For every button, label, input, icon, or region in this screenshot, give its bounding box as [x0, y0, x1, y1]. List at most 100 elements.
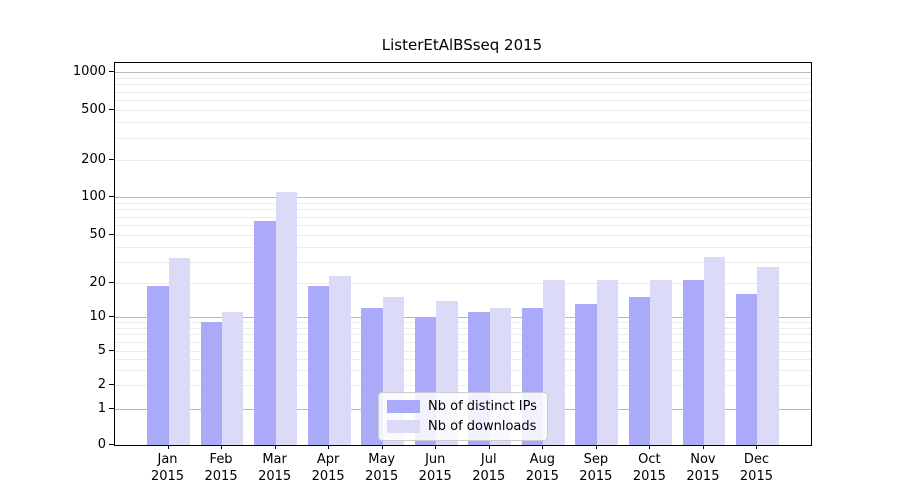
bar-downloads-mar — [275, 191, 298, 445]
gridline-minor — [115, 342, 811, 344]
y-tick-label: 0 — [97, 437, 106, 452]
gridline-minor — [115, 235, 811, 236]
x-tick-year: 2015 — [579, 469, 613, 484]
gridline-minor — [115, 327, 811, 329]
x-tick-mark — [595, 445, 597, 449]
x-tick-year: 2015 — [632, 469, 666, 484]
y-tick-mark — [109, 350, 114, 351]
x-tick-month: Mar — [262, 452, 287, 467]
gridline-minor — [115, 369, 811, 371]
plot-area: Nb of distinct IPs Nb of downloads — [114, 62, 812, 446]
legend: Nb of distinct IPs Nb of downloads — [378, 392, 548, 441]
x-tick-month: Apr — [316, 452, 340, 467]
gridline-minor — [115, 385, 811, 386]
bar-distinct-ips-oct — [628, 297, 651, 445]
y-tick-label: 500 — [81, 102, 106, 117]
gridline-major — [115, 197, 811, 198]
gridline-minor — [115, 322, 811, 324]
gridline-minor — [115, 261, 811, 263]
x-tick-mark — [381, 445, 383, 449]
bar-distinct-ips-dec — [736, 293, 758, 445]
bar-distinct-ips-apr — [307, 285, 330, 445]
y-tick-mark — [109, 316, 114, 317]
x-tick-mark — [756, 445, 758, 449]
x-tick-year: 2015 — [686, 469, 720, 484]
bar-downloads-sep — [596, 280, 619, 445]
bar-downloads-nov — [703, 256, 726, 445]
bar-downloads-jan — [168, 258, 190, 445]
y-tick-label: 2 — [97, 377, 106, 392]
x-tick-label: Apr 2015 — [312, 451, 345, 485]
gridline-minor — [115, 351, 811, 352]
x-tick-month: May — [368, 452, 396, 467]
x-tick-month: Jul — [480, 452, 497, 467]
x-tick-month: Jun — [425, 452, 446, 467]
gridline-major — [115, 317, 811, 318]
bar-distinct-ips-nov — [682, 280, 704, 445]
gridline-minor — [115, 77, 811, 79]
y-tick-mark — [109, 159, 114, 160]
x-tick-month: Jan — [157, 452, 178, 467]
gridline-minor — [115, 225, 811, 226]
bar-distinct-ips-mar — [254, 220, 276, 445]
x-tick-year: 2015 — [150, 469, 185, 484]
legend-item: Nb of distinct IPs — [387, 399, 537, 414]
gridline-minor — [115, 216, 811, 218]
x-tick-mark — [221, 445, 223, 449]
gridline-minor — [115, 84, 811, 86]
bar-distinct-ips-may — [361, 308, 383, 445]
x-tick-label: Mar 2015 — [258, 451, 291, 485]
x-tick-mark — [274, 445, 276, 449]
bar-downloads-feb — [222, 312, 244, 445]
x-tick-month: Oct — [638, 452, 661, 467]
x-tick-label: Jan 2015 — [151, 451, 184, 485]
legend-swatch-icon — [387, 400, 420, 413]
bar-downloads-apr — [329, 275, 351, 445]
y-tick-mark — [109, 282, 114, 283]
y-tick-mark — [109, 196, 114, 197]
gridline-minor — [115, 122, 811, 124]
legend-swatch-icon — [387, 420, 420, 433]
x-tick-mark — [435, 445, 437, 449]
x-tick-label: Oct 2015 — [633, 451, 666, 485]
x-tick-label: May 2015 — [365, 451, 398, 485]
y-tick-label: 100 — [81, 189, 106, 204]
bar-distinct-ips-sep — [575, 304, 597, 445]
bar-downloads-oct — [650, 280, 672, 445]
bar-distinct-ips-feb — [200, 322, 223, 445]
x-tick-label: Jun 2015 — [419, 451, 452, 485]
x-tick-month: Nov — [690, 452, 716, 467]
x-tick-month: Dec — [743, 452, 770, 467]
legend-label: Nb of downloads — [428, 419, 537, 434]
x-tick-year: 2015 — [525, 469, 559, 484]
bar-downloads-dec — [757, 267, 779, 445]
bar-downloads-aug — [543, 280, 565, 445]
x-tick-label: Sep 2015 — [579, 451, 612, 485]
y-tick-label: 10 — [89, 309, 106, 324]
x-tick-mark — [328, 445, 330, 449]
gridline-minor — [115, 91, 811, 93]
bar-distinct-ips-jan — [147, 285, 169, 445]
y-tick-mark — [109, 71, 114, 72]
y-tick-mark — [109, 384, 114, 385]
x-tick-label: Aug 2015 — [526, 451, 559, 485]
gridline-minor — [115, 246, 811, 248]
x-tick-mark — [702, 445, 704, 449]
y-tick-mark — [109, 234, 114, 235]
y-tick-label: 50 — [89, 227, 106, 242]
gridline-minor — [115, 209, 811, 211]
x-tick-year: 2015 — [204, 469, 238, 484]
gridline-minor — [115, 137, 811, 139]
gridline-minor — [115, 359, 811, 361]
gridline-minor — [115, 334, 811, 336]
gridline-minor — [115, 100, 811, 101]
x-tick-month: Sep — [583, 452, 609, 467]
x-tick-mark — [542, 445, 544, 449]
x-tick-label: Nov 2015 — [686, 451, 719, 485]
gridline-major — [115, 72, 811, 73]
x-tick-year: 2015 — [739, 469, 773, 484]
legend-item: Nb of downloads — [387, 419, 537, 434]
y-tick-mark — [109, 408, 114, 409]
x-tick-label: Dec 2015 — [740, 451, 773, 485]
